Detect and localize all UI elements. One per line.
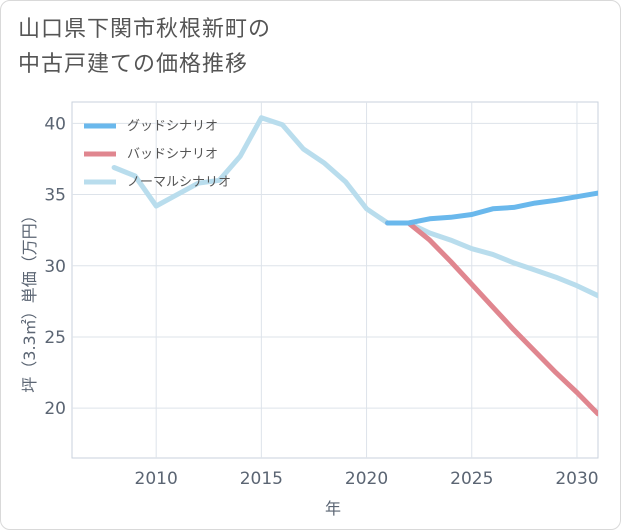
y-tick-label: 40 (44, 114, 66, 134)
chart-title-line2: 中古戸建ての価格推移 (18, 52, 249, 77)
x-tick-label: 2030 (555, 469, 598, 489)
legend-label: ノーマルシナリオ (127, 175, 231, 190)
y-axis-label: 坪（3.3㎡）単価（万円） (20, 207, 39, 392)
y-tick-label: 30 (44, 257, 66, 277)
legend-label: グッドシナリオ (127, 119, 218, 134)
series-line-good (385, 190, 598, 226)
x-axis-label: 年 (325, 499, 341, 518)
x-tick-label: 2015 (240, 469, 283, 489)
x-tick-label: 2010 (135, 469, 178, 489)
chart-title: 山口県下関市秋根新町の 中古戸建ての価格推移 (18, 12, 271, 82)
y-tick-label: 35 (44, 186, 66, 206)
x-tick-label: 2020 (345, 469, 388, 489)
plot-area (71, 101, 599, 459)
series-line-normal (111, 115, 598, 299)
series-line-bad (385, 220, 598, 417)
legend-label: バッドシナリオ (127, 147, 218, 162)
y-tick-label: 25 (44, 328, 66, 348)
x-tick-label: 2025 (450, 469, 493, 489)
chart-title-line1: 山口県下関市秋根新町の (18, 17, 272, 42)
y-tick-label: 20 (44, 399, 66, 419)
